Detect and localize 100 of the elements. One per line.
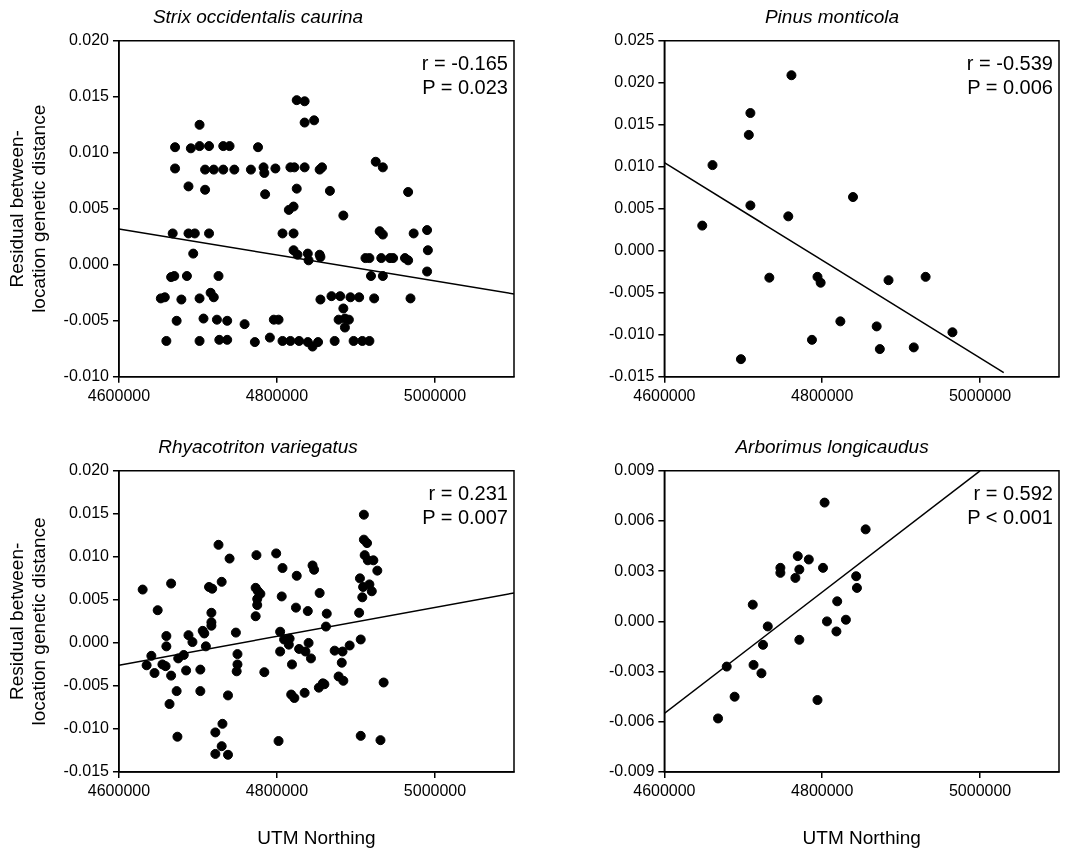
y-tick-label: -0.005 [63,676,110,694]
point [815,277,826,288]
y-tick-label: 0.005 [614,199,655,217]
y-tick-label: 0.015 [68,87,110,105]
point [831,626,842,637]
x-tick-label: 4600000 [87,782,151,800]
y-tick-label: -0.005 [63,311,110,329]
point [803,554,814,565]
x-tick-label: 4600000 [633,782,696,800]
x-axis-title: UTM Northing [802,826,921,848]
chart-title: Rhyacotriton variegatus [158,435,359,457]
y-tick-label: 0.000 [614,611,655,629]
y-tick-label: 0.020 [614,73,655,91]
y-tick-label: 0.010 [614,157,655,175]
y-tick-label: 0.015 [614,115,655,133]
x-tick-label: 5000000 [948,782,1012,800]
point [835,316,846,327]
y-tick-label: 0.000 [614,241,655,259]
point [883,275,894,286]
annotation: r = 0.231 [428,482,508,505]
point [747,599,758,610]
annotation: P = 0.006 [967,76,1053,99]
point [786,70,797,81]
x-tick-label: 4800000 [791,782,854,800]
point [758,639,769,650]
point [821,616,832,627]
x-tick-label: 5000000 [403,386,467,404]
x-tick-label: 4800000 [791,386,854,404]
point [756,668,767,679]
y-axis-title: Residual between-location genetic distance [5,104,50,313]
y-tick-label: 0.020 [68,31,110,49]
point [735,354,746,365]
x-tick-label: 4600000 [87,386,151,404]
point [832,596,843,607]
x-tick-label: 5000000 [948,386,1012,404]
point [729,691,740,702]
point [840,614,851,625]
point [812,695,823,706]
y-axis-title: Residual between-location genetic distance [5,517,50,726]
y-tick-label: 0.015 [68,504,110,522]
point [947,327,958,338]
y-tick-label: -0.005 [608,283,655,301]
point [745,108,756,119]
point [851,582,862,593]
y-tick-label: -0.010 [63,367,110,385]
point [848,192,858,203]
y-tick-label: -0.006 [608,712,655,730]
chart-title: Strix occidentalis caurina [152,5,364,27]
y-tick-label: 0.010 [68,547,110,565]
point [874,344,885,355]
y-tick-label: 0.003 [614,561,655,579]
y-tick-label: -0.015 [608,367,655,385]
point [792,551,803,562]
chart-title: Arborimus longicaudus [734,435,930,457]
point [871,321,882,332]
y-tick-label: 0.005 [68,199,110,217]
annotation: r = 0.592 [973,482,1053,505]
y-tick-label: 0.025 [614,31,655,49]
y-tick-label: -0.010 [63,719,110,737]
point [851,571,862,582]
annotation: P = 0.023 [422,76,508,99]
point [908,342,919,353]
x-tick-label: 4800000 [245,386,309,404]
y-tick-label: 0.010 [68,143,110,161]
y-tick-label: -0.003 [608,662,655,680]
annotation: r = -0.539 [966,52,1053,75]
point [713,713,724,724]
annotation: P = 0.007 [422,506,508,529]
point [783,211,794,222]
y-tick-label: 0.020 [68,461,110,479]
point [819,497,830,508]
y-tick-label: -0.009 [608,762,655,780]
x-tick-label: 4800000 [245,782,309,800]
y-tick-label: -0.015 [63,762,110,780]
y-tick-label: 0.006 [614,511,655,529]
x-tick-label: 4600000 [633,386,696,404]
point [860,524,871,535]
point [764,272,775,283]
x-axis-title: UTM Northing [257,826,376,848]
point [748,659,759,670]
point [721,661,732,672]
annotation: P < 0.001 [967,506,1053,529]
y-tick-label: 0.005 [68,590,110,608]
point [743,129,754,140]
point [707,160,718,171]
point [790,572,801,583]
y-tick-label: 0.000 [68,633,110,651]
point [794,634,805,645]
y-tick-label: 0.009 [614,461,655,479]
y-tick-label: 0.000 [68,255,110,273]
point [697,220,708,231]
point [762,621,773,632]
point [806,334,817,345]
point [794,564,805,575]
point [745,200,756,211]
chart-title: Pinus monticola [764,5,900,27]
point [818,562,829,573]
x-tick-label: 5000000 [403,782,467,800]
point [920,271,931,282]
y-tick-label: -0.010 [608,325,655,343]
